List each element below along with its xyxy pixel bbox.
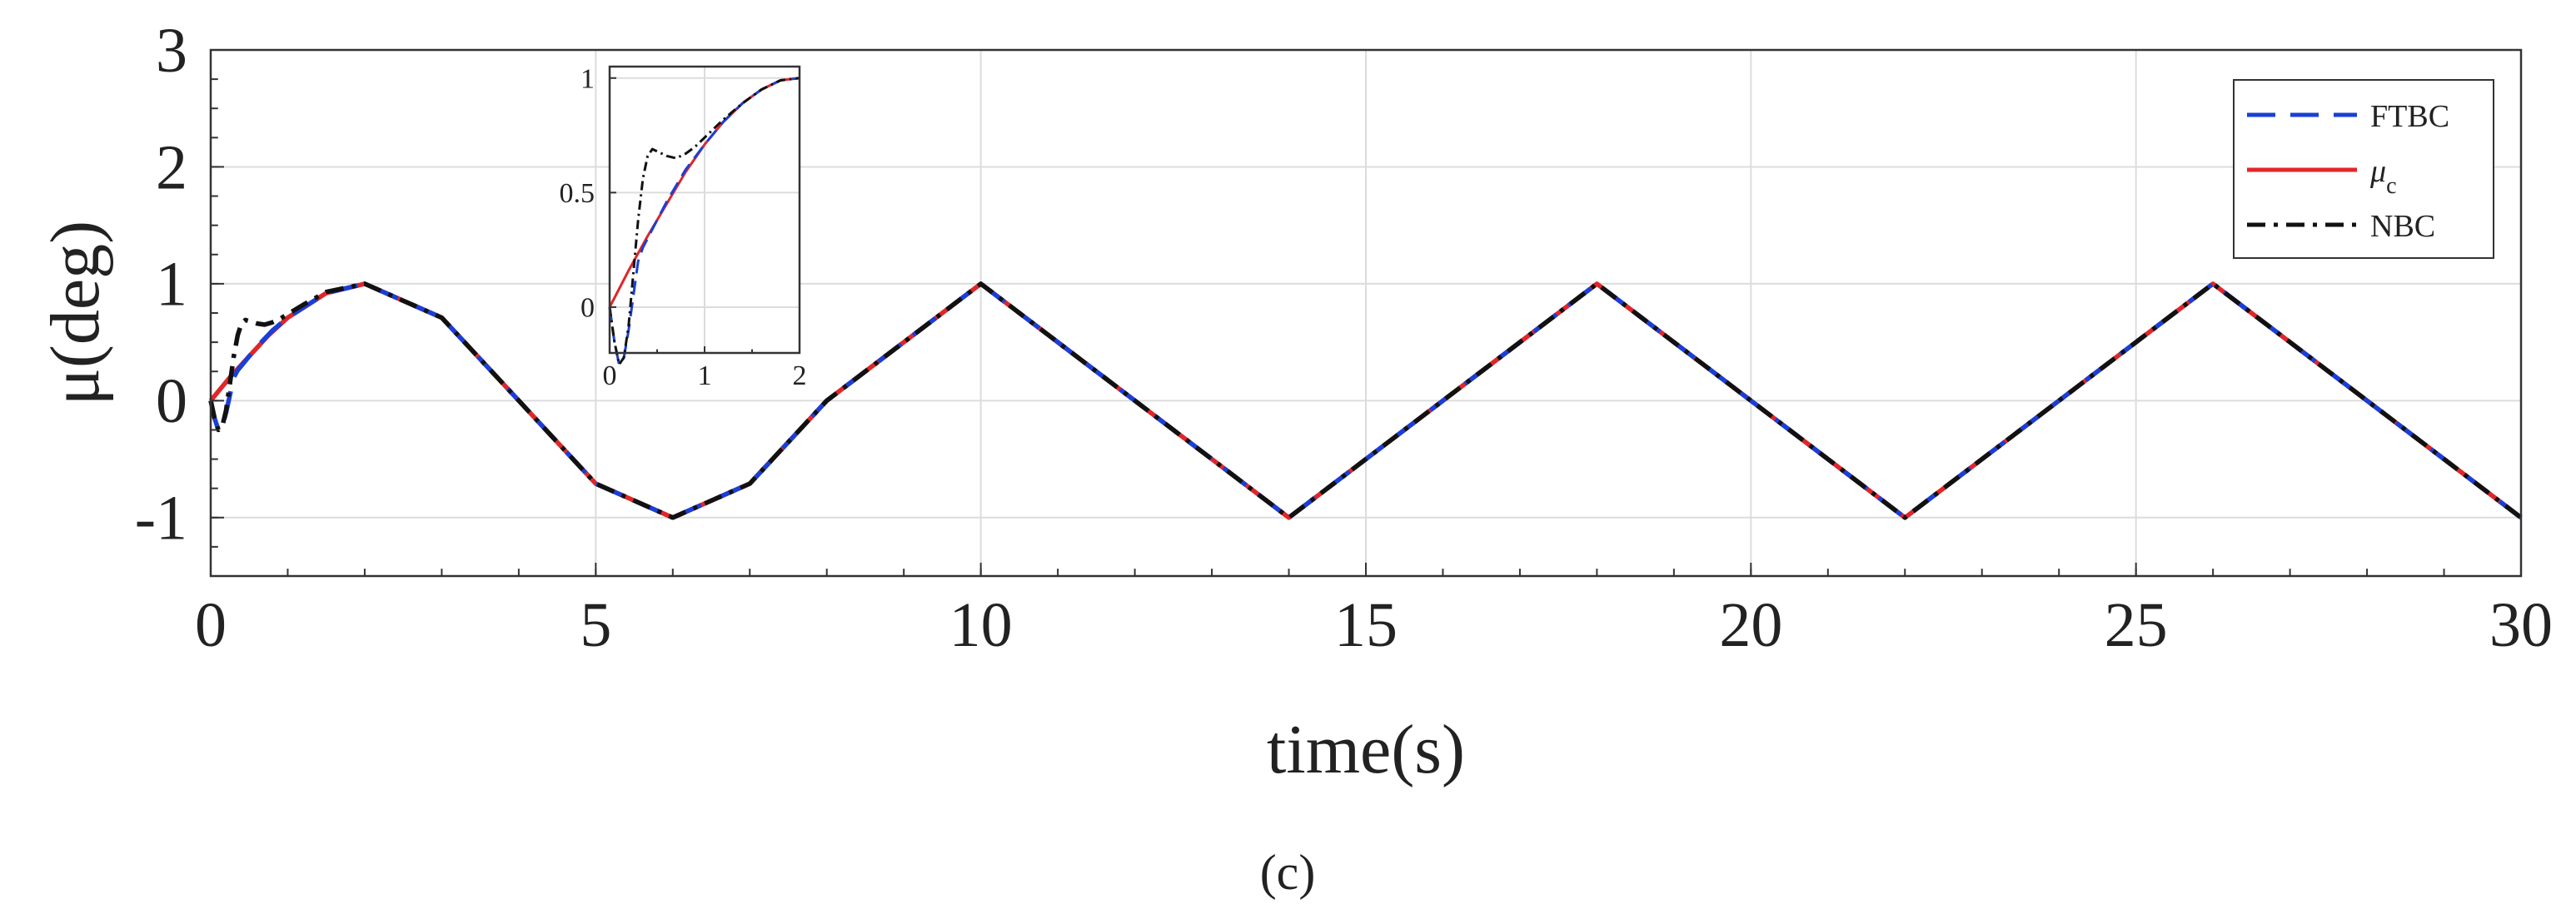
main-x-tick-label: 30 (2489, 590, 2553, 660)
inset-series-mu-c (608, 77, 800, 308)
main-y-tick-label: 1 (156, 250, 187, 320)
inset-y-tick-label: 0 (580, 293, 595, 324)
inset-x-tick-label: 2 (793, 360, 807, 391)
main-x-tick-label: 10 (949, 590, 1013, 660)
main-y-tick-label: 3 (156, 16, 187, 86)
y-axis-label: μ(deg) (37, 221, 114, 405)
legend: FTBC μc NBC (2233, 79, 2494, 259)
x-axis-label: time(s) (1267, 711, 1465, 788)
main-y-tick-label: -1 (135, 484, 187, 554)
legend-label-nbc: NBC (2370, 209, 2435, 244)
main-x-tick-label: 20 (1719, 590, 1782, 660)
inset-y-tick-label: 0.5 (560, 178, 595, 209)
main-x-tick-label: 0 (195, 590, 227, 660)
main-series-ftbc (208, 281, 2523, 520)
main-x-tick-label: 15 (1334, 590, 1398, 660)
inset-chart: 0 1 2 0 0.5 1 (560, 63, 807, 391)
inset-ticks: 0 1 2 0 0.5 1 (560, 63, 807, 391)
inset-x-tick-label: 0 (603, 360, 617, 391)
figure-label: (c) (1260, 845, 1316, 900)
main-plot-area (208, 281, 2523, 520)
legend-label-ftbc: FTBC (2370, 99, 2449, 134)
legend-label-mu-c: μc (2369, 154, 2397, 199)
inset-y-tick-label: 1 (580, 63, 595, 94)
main-x-tick-label: 5 (580, 590, 611, 660)
main-y-tick-label: 2 (156, 132, 187, 202)
main-y-tick-label: 0 (156, 366, 187, 436)
inset-plot-area (608, 77, 800, 366)
inset-grid (610, 67, 800, 353)
main-x-tick-label: 25 (2105, 590, 2168, 660)
main-grid (211, 50, 2521, 576)
inset-x-tick-label: 1 (698, 360, 712, 391)
